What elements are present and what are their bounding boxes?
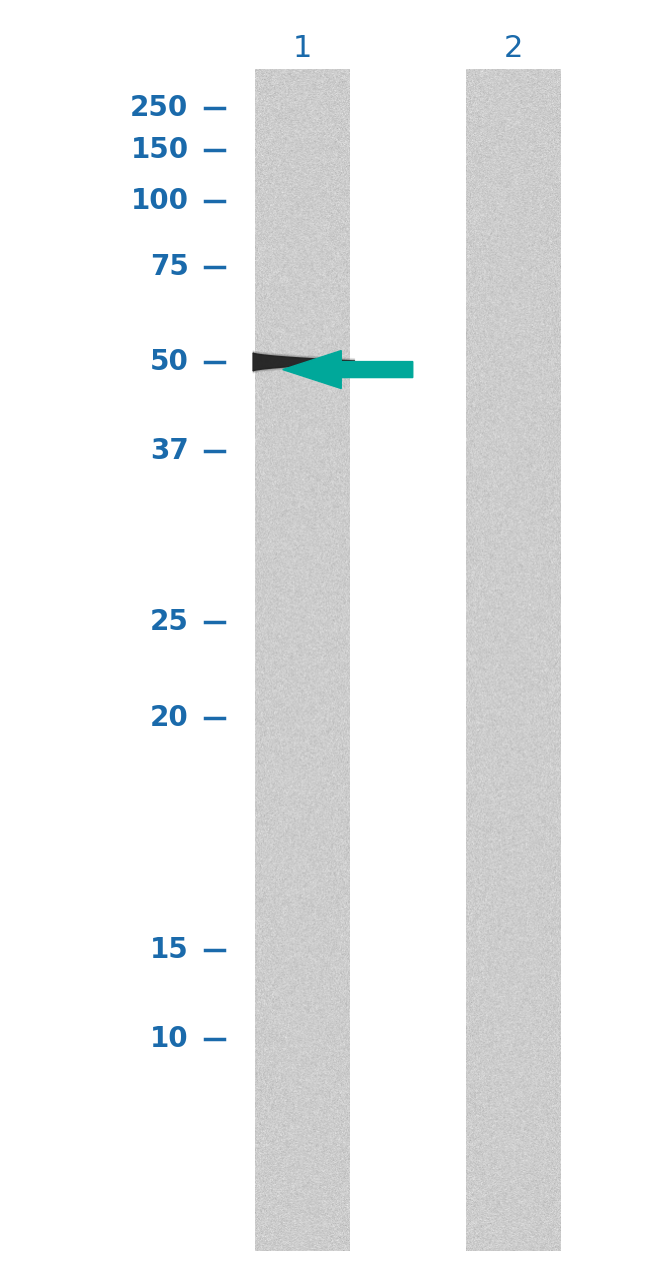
Polygon shape [253, 351, 354, 373]
Text: 1: 1 [292, 34, 312, 62]
Polygon shape [253, 352, 354, 372]
Text: 37: 37 [150, 437, 188, 465]
Text: 250: 250 [130, 94, 188, 122]
Bar [255, 70, 350, 1251]
Text: 75: 75 [150, 253, 188, 281]
Text: 100: 100 [131, 187, 188, 215]
Text: 50: 50 [150, 348, 188, 376]
Text: 15: 15 [150, 936, 188, 964]
Text: 150: 150 [131, 136, 188, 164]
Text: 20: 20 [150, 704, 188, 732]
Text: 2: 2 [504, 34, 523, 62]
Text: 25: 25 [150, 608, 188, 636]
Polygon shape [253, 353, 354, 371]
Text: 10: 10 [150, 1025, 188, 1053]
FancyArrow shape [283, 351, 413, 389]
Bar [467, 70, 560, 1251]
